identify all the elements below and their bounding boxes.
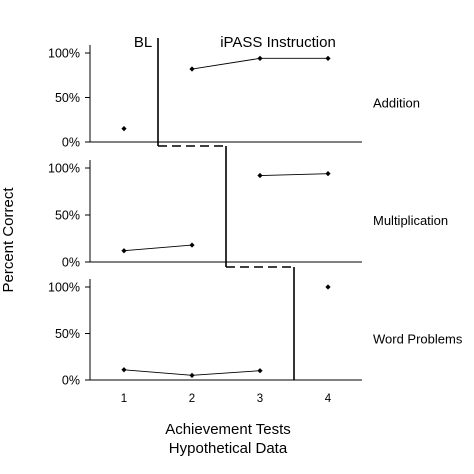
data-point bbox=[121, 367, 127, 373]
x-axis-title: Achievement Tests bbox=[165, 421, 291, 438]
y-axis-title: Percent Correct bbox=[0, 187, 17, 293]
x-tick-label: 3 bbox=[257, 393, 263, 405]
phase-label-baseline: BL bbox=[134, 34, 152, 51]
data-point bbox=[257, 55, 263, 61]
y-tick-label: 50% bbox=[55, 91, 80, 105]
y-tick-label: 100% bbox=[48, 47, 80, 61]
plot-area: 100% 50% 0% Addition 100% 50% 0% Multiplication… bbox=[48, 38, 463, 405]
y-tick-label: 0% bbox=[62, 374, 80, 388]
data-point bbox=[257, 368, 263, 374]
data-point bbox=[325, 171, 331, 177]
data-point bbox=[257, 172, 263, 179]
data-line-segment bbox=[259, 173, 329, 176]
data-point bbox=[325, 284, 331, 290]
y-tick-label: 100% bbox=[48, 162, 80, 176]
y-tick-label: 0% bbox=[62, 136, 80, 150]
data-point bbox=[325, 55, 331, 61]
y-tick-label: 50% bbox=[55, 327, 80, 341]
y-tick-label: 100% bbox=[48, 281, 80, 295]
x-tick-label: 2 bbox=[189, 393, 195, 405]
data-line-segment bbox=[191, 57, 261, 70]
data-line-segment bbox=[123, 369, 193, 376]
data-point bbox=[189, 372, 195, 378]
panel-label: Multiplication bbox=[373, 213, 448, 228]
y-tick-label: 0% bbox=[62, 256, 80, 270]
x-tick-label: 4 bbox=[325, 393, 332, 405]
data-line-segment bbox=[123, 244, 193, 252]
y-tick-label: 50% bbox=[55, 209, 80, 223]
x-axis-subtitle: Hypothetical Data bbox=[169, 440, 288, 457]
x-tick-label: 1 bbox=[121, 393, 127, 405]
data-line-segment bbox=[191, 370, 261, 376]
phase-label-intervention: iPASS Instruction bbox=[220, 34, 336, 51]
panel-label: Word Problems bbox=[373, 332, 463, 347]
data-point bbox=[189, 66, 195, 72]
panel-label: Addition bbox=[373, 96, 420, 111]
data-point bbox=[121, 126, 127, 132]
data-point bbox=[189, 242, 195, 248]
data-point bbox=[121, 248, 127, 254]
